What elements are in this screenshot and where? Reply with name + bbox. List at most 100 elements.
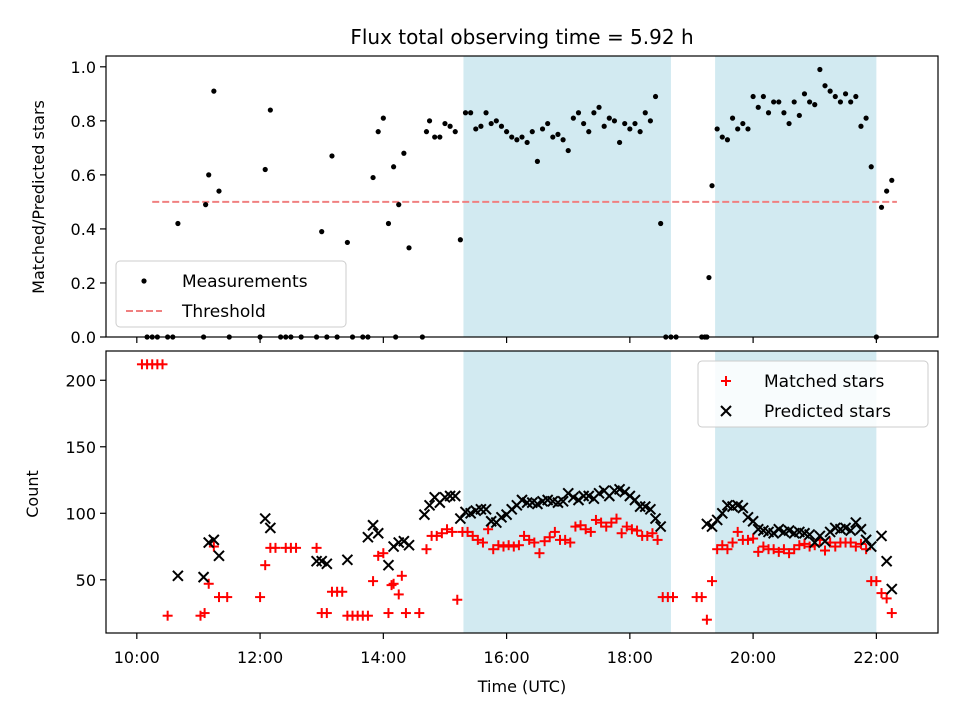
- marker-stroke: [418, 508, 431, 521]
- measurement-point: [380, 115, 386, 121]
- marker-stroke: [850, 516, 862, 529]
- predicted-star-marker: [382, 559, 395, 571]
- marker-stroke: [516, 494, 528, 506]
- measurement-point: [868, 164, 874, 170]
- legend-box: [115, 260, 347, 328]
- measurement-point: [545, 120, 551, 127]
- predicted-star-marker: [803, 528, 816, 541]
- matched-star-marker: [311, 542, 322, 553]
- matched-star-marker: [431, 530, 442, 541]
- legend-entry-label: Matched stars: [764, 372, 884, 392]
- bottom-y-axis-label: Count: [23, 470, 42, 518]
- measurement-point: [724, 137, 731, 143]
- predicted-star-marker: [850, 516, 862, 529]
- matched-star-marker: [667, 592, 678, 603]
- predicted-star-marker: [706, 520, 718, 533]
- predicted-star-marker: [737, 502, 749, 514]
- measurement-point: [853, 93, 859, 100]
- matched-star-marker: [513, 540, 524, 551]
- matched-star-marker: [421, 544, 432, 555]
- matched-star-marker: [472, 534, 483, 545]
- predicted-star-marker: [372, 527, 384, 539]
- measurement-point: [745, 126, 751, 132]
- measurement-point: [735, 126, 741, 132]
- measurement-point: [647, 118, 653, 124]
- top-panel: 0.0 0.2 0.4 0.6 0.8 1.0 Measurements Threshold: [71, 55, 939, 347]
- matched-star-marker: [732, 526, 743, 537]
- matched-star-marker: [462, 526, 473, 537]
- measurement-point: [827, 88, 833, 94]
- measurement-point: [807, 99, 813, 105]
- x-tick-label: 14:00: [360, 648, 406, 667]
- measurement-point: [801, 91, 808, 97]
- measurement-point: [760, 93, 766, 100]
- measurement-point: [889, 177, 895, 183]
- measurement-point: [375, 129, 381, 135]
- predicted-star-marker: [259, 512, 271, 525]
- matched-star-marker: [529, 537, 540, 548]
- marker-stroke: [475, 503, 487, 515]
- marker-stroke: [875, 530, 888, 542]
- measurement-point: [457, 237, 463, 243]
- measurement-point: [462, 110, 469, 116]
- marker-stroke: [829, 522, 841, 534]
- marker-stroke: [860, 534, 872, 546]
- measurement-point: [329, 153, 335, 159]
- matched-star-marker: [768, 544, 779, 555]
- measurement-point: [267, 107, 273, 113]
- matched-star-marker: [539, 536, 550, 547]
- marker-stroke: [711, 514, 723, 526]
- shaded-region-1: [463, 56, 671, 337]
- marker-stroke: [449, 490, 461, 502]
- marker-stroke: [264, 522, 277, 534]
- matched-star-marker: [524, 534, 535, 545]
- matched-star-marker: [701, 614, 712, 625]
- marker-stroke: [557, 495, 569, 508]
- matched-star-marker: [270, 542, 281, 553]
- measurement-point: [591, 110, 597, 116]
- marker-stroke: [839, 522, 852, 534]
- measurement-point: [709, 183, 715, 189]
- y-tick-label: 200: [65, 371, 96, 390]
- matched-star-marker: [452, 594, 463, 605]
- predicted-star-marker: [310, 555, 323, 567]
- matched-star-marker: [626, 524, 637, 535]
- matched-star-marker: [820, 545, 831, 556]
- matched-star-marker: [157, 359, 168, 370]
- measurement-point: [483, 110, 489, 116]
- measurement-point: [493, 118, 499, 124]
- measurement-point: [524, 139, 530, 146]
- measurement-point: [601, 123, 607, 129]
- measurement-point: [575, 110, 582, 116]
- measurement-point: [796, 112, 802, 119]
- matched-star-marker: [845, 537, 856, 548]
- marker-stroke: [634, 500, 646, 513]
- marker-stroke: [321, 558, 333, 570]
- predicted-star-marker: [480, 503, 492, 515]
- matched-star-marker: [488, 544, 499, 555]
- marker-stroke: [721, 499, 734, 512]
- measurement-point: [319, 229, 325, 235]
- marker-stroke: [773, 523, 785, 535]
- marker-stroke: [819, 535, 831, 547]
- marker-stroke: [341, 554, 354, 566]
- measurement-point: [452, 129, 458, 135]
- measurement-point: [344, 239, 350, 246]
- matched-star-marker: [388, 578, 399, 589]
- marker-stroke: [315, 555, 328, 567]
- matched-star-marker: [789, 544, 800, 555]
- predicted-star-marker: [819, 535, 831, 547]
- matched-star-marker: [442, 524, 453, 535]
- marker-stroke: [197, 571, 210, 583]
- measurement-point: [812, 102, 818, 108]
- matched-star-marker: [362, 610, 373, 621]
- marker-stroke: [310, 555, 323, 567]
- matched-star-marker: [447, 526, 458, 537]
- matched-star-marker: [881, 593, 892, 604]
- marker-stroke: [880, 555, 893, 567]
- marker-stroke: [716, 507, 729, 519]
- measurement-point: [426, 118, 433, 124]
- measurement-point: [565, 147, 571, 154]
- matched-star-marker: [503, 540, 514, 551]
- marker-stroke: [701, 518, 713, 530]
